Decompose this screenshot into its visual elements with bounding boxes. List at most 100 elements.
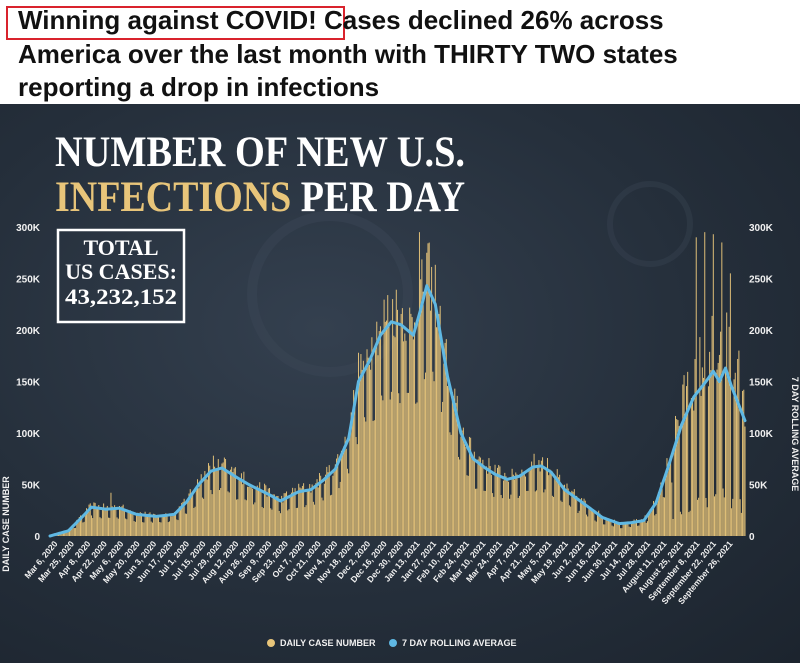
headline: Winning against COVID! Cases declined 26… xyxy=(0,0,800,104)
daily-bar xyxy=(238,478,240,536)
daily-bar xyxy=(434,264,436,536)
daily-bar xyxy=(516,474,518,536)
daily-bar xyxy=(328,465,330,536)
daily-bar xyxy=(560,500,562,536)
daily-bar xyxy=(333,468,335,536)
daily-bar xyxy=(179,510,181,536)
daily-bar xyxy=(214,466,216,536)
daily-bar xyxy=(490,474,492,536)
daily-bar xyxy=(264,483,266,536)
daily-bar xyxy=(653,500,655,536)
daily-bar xyxy=(323,483,325,536)
daily-bar xyxy=(388,325,390,536)
daily-bar xyxy=(116,517,118,536)
daily-bar xyxy=(428,242,430,536)
daily-bar xyxy=(408,392,409,536)
daily-bar xyxy=(284,493,286,536)
daily-bar xyxy=(473,451,475,536)
daily-bar xyxy=(212,455,214,536)
daily-bar xyxy=(175,512,177,536)
daily-bar xyxy=(204,471,206,536)
daily-bar xyxy=(358,352,359,536)
daily-bar xyxy=(161,515,163,536)
y-tick-right: 0 xyxy=(749,532,755,543)
daily-bar xyxy=(253,504,255,536)
y-tick-right: 50K xyxy=(749,481,768,492)
daily-bar xyxy=(418,232,420,536)
daily-bar xyxy=(159,522,161,536)
daily-bar xyxy=(521,469,523,536)
daily-bar xyxy=(695,237,697,537)
daily-bar xyxy=(448,379,450,536)
daily-bar xyxy=(617,522,619,536)
daily-bar xyxy=(650,510,652,536)
daily-bar xyxy=(112,508,114,536)
daily-bar xyxy=(144,511,146,536)
daily-bar xyxy=(76,519,78,536)
daily-bar xyxy=(512,474,514,536)
daily-bar xyxy=(559,474,561,536)
daily-bar xyxy=(594,520,596,536)
chart-legend: DAILY CASE NUMBER 7 DAY ROLLING AVERAGE xyxy=(267,638,517,648)
daily-bar xyxy=(607,520,609,536)
daily-bar xyxy=(305,505,307,536)
daily-bar xyxy=(225,459,227,536)
daily-bar xyxy=(233,468,235,536)
daily-bar xyxy=(615,523,617,536)
daily-bar xyxy=(297,507,298,536)
daily-bar xyxy=(122,504,124,536)
daily-bar xyxy=(515,472,517,536)
daily-bar xyxy=(487,473,489,536)
daily-bar xyxy=(226,472,228,536)
daily-bar xyxy=(687,371,689,536)
daily-bar xyxy=(422,291,424,536)
daily-bar xyxy=(649,509,651,536)
daily-bar xyxy=(622,523,624,536)
chart-panel: NUMBER OF NEW U.S. INFECTIONS PER DAY TO… xyxy=(0,104,800,663)
daily-bar xyxy=(556,469,558,536)
daily-bar xyxy=(273,494,275,536)
daily-bar xyxy=(494,464,496,536)
daily-bar xyxy=(729,273,731,536)
daily-bar xyxy=(311,484,313,536)
daily-bar xyxy=(279,513,281,536)
daily-bar xyxy=(454,388,456,536)
daily-bar xyxy=(466,475,468,536)
daily-bar xyxy=(698,497,700,536)
daily-bar xyxy=(221,463,223,536)
daily-bar xyxy=(715,494,717,536)
daily-bar xyxy=(464,443,466,536)
daily-bar xyxy=(604,524,606,536)
daily-bar xyxy=(390,391,392,536)
daily-bar xyxy=(300,488,302,536)
daily-bar xyxy=(505,476,507,536)
daily-bar xyxy=(70,528,72,536)
daily-bar xyxy=(583,498,585,536)
daily-bar xyxy=(500,495,502,536)
daily-bar xyxy=(657,492,659,536)
daily-bar xyxy=(667,468,669,536)
daily-bar xyxy=(354,400,356,536)
daily-bar xyxy=(150,521,152,536)
daily-bar xyxy=(389,399,391,536)
daily-bar xyxy=(80,515,81,536)
daily-bar xyxy=(318,473,320,536)
chart-title-accent: INFECTIONS xyxy=(55,174,291,221)
daily-bar xyxy=(460,436,462,536)
daily-bar xyxy=(476,488,478,536)
daily-bar xyxy=(639,520,641,536)
daily-bar xyxy=(564,484,566,536)
daily-bar xyxy=(151,522,153,536)
daily-bar xyxy=(199,480,201,536)
daily-bar xyxy=(310,492,312,536)
daily-bar xyxy=(97,509,99,536)
daily-bar xyxy=(137,512,139,536)
daily-bar xyxy=(518,495,520,536)
y-axis-left-label: DAILY CASE NUMBER xyxy=(1,476,11,572)
daily-bar xyxy=(440,411,442,536)
daily-bar xyxy=(289,497,291,536)
daily-bar xyxy=(262,508,264,536)
daily-bar xyxy=(461,430,463,536)
daily-bar xyxy=(537,465,539,536)
daily-bar xyxy=(711,315,713,536)
